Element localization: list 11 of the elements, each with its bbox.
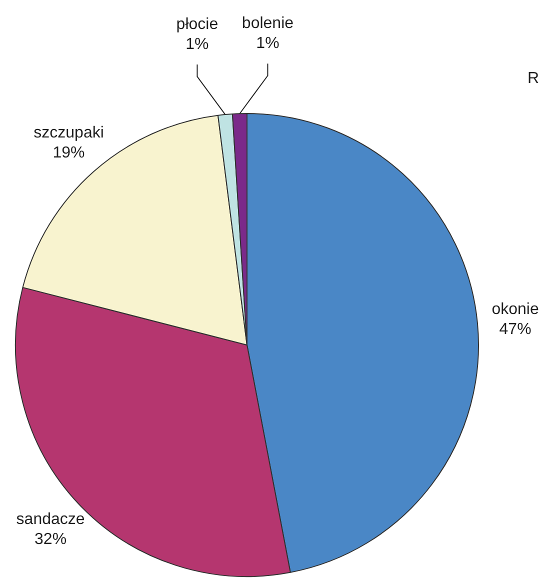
- data-label: 32%: [34, 530, 67, 548]
- slice-label: okonie: [492, 301, 539, 318]
- slice-label: płocie: [176, 16, 218, 33]
- text: R: [527, 70, 539, 88]
- slice-label: bolenie: [242, 15, 294, 32]
- data-label: 1%: [186, 36, 209, 53]
- data-label: 19%: [52, 144, 85, 162]
- data-label: 1%: [256, 35, 280, 52]
- slice-label: szczupaki: [34, 124, 104, 142]
- data-label: 47%: [499, 321, 532, 338]
- slice-label: sandacze: [16, 510, 85, 528]
